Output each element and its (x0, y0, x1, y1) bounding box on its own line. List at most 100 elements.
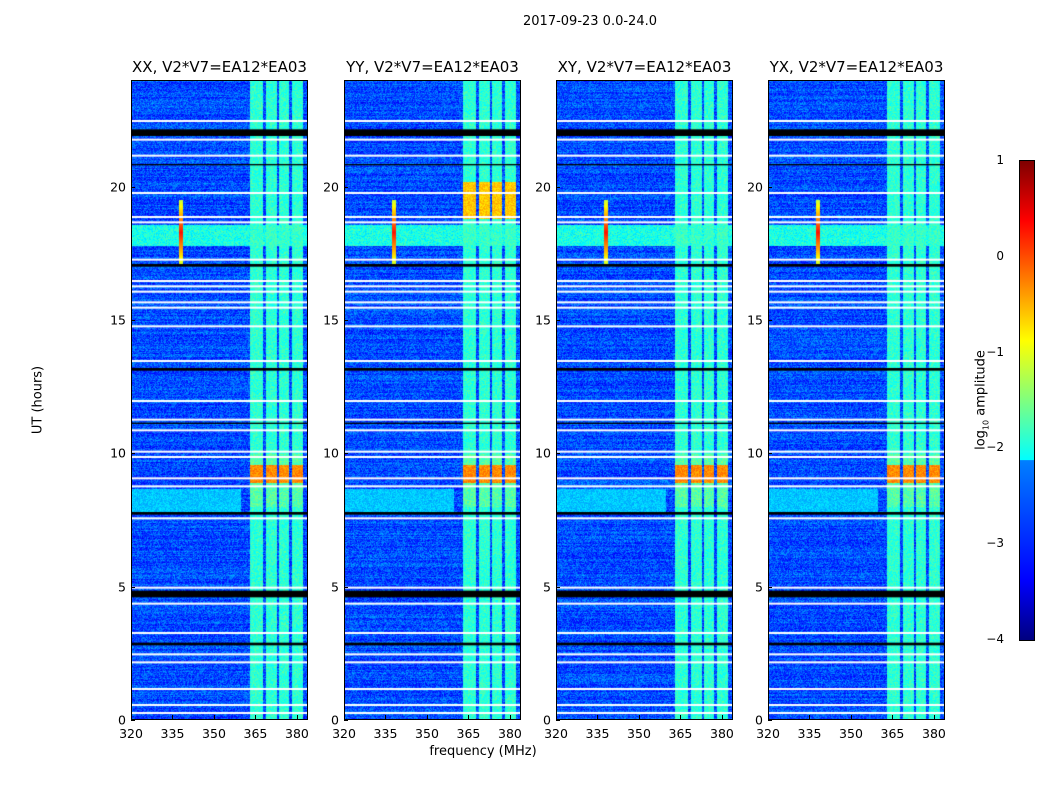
x-tick-mark (892, 715, 894, 719)
y-tick-mark (131, 453, 135, 455)
x-tick-label: 335 (797, 726, 822, 741)
x-tick-mark (468, 715, 470, 719)
y-tick-label: 15 (747, 312, 763, 328)
panel-yy: YY, V2*V7=EA12*EA03 0 5 10 15 20 320 335 350 365 3… (323, 58, 522, 741)
y-tick-mark (556, 720, 560, 721)
x-tick-mark (385, 715, 387, 719)
colorbar (1019, 160, 1035, 641)
x-tick-mark (597, 715, 599, 719)
x-tick-label: 380 (922, 726, 946, 741)
y-tick-label: 5 (118, 579, 126, 595)
panel-xx: XX, V2*V7=EA12*EA03 0 5 10 15 20 320 335 350 365 3… (110, 58, 309, 741)
x-tick-label: 380 (285, 726, 309, 741)
y-tick-label: 15 (110, 312, 126, 328)
y-tick-label: 20 (110, 179, 126, 195)
figure-title: 2017-09-23 0.0-24.0 (523, 14, 657, 29)
y-tick-mark (344, 720, 348, 721)
x-tick-mark (721, 715, 723, 719)
x-tick-label: 335 (585, 726, 610, 741)
y-tick-mark (344, 320, 348, 321)
y-tick-mark (556, 453, 560, 455)
y-tick-label: 15 (323, 312, 339, 328)
panel-title: YY, V2*V7=EA12*EA03 (346, 58, 519, 76)
panel-title: XX, V2*V7=EA12*EA03 (132, 58, 307, 76)
spectrogram-heatmap (556, 80, 733, 720)
colorbar-tick-label: −1 (986, 344, 1004, 359)
y-axis-label: UT (hours) (30, 365, 46, 435)
x-tick-mark (809, 715, 811, 719)
spectrogram-heatmap (344, 80, 521, 720)
x-tick-mark (933, 715, 935, 719)
y-tick-label: 5 (331, 579, 339, 595)
x-tick-mark (638, 715, 640, 719)
plot-frame (131, 80, 308, 720)
y-tick-mark (768, 320, 772, 321)
y-tick-label: 20 (535, 179, 551, 195)
y-tick-mark (131, 186, 135, 188)
y-tick-label: 0 (118, 712, 126, 728)
y-tick-mark (768, 453, 772, 455)
x-tick-mark (509, 715, 511, 719)
y-tick-mark (556, 186, 560, 188)
y-tick-label: 0 (331, 712, 339, 728)
panel-title: XY, V2*V7=EA12*EA03 (557, 58, 732, 76)
y-tick-mark (768, 586, 772, 588)
colorbar-tick-label: −3 (986, 536, 1004, 551)
x-tick-label: 335 (373, 726, 398, 741)
y-tick-label: 20 (747, 179, 763, 195)
y-tick-label: 0 (543, 712, 551, 728)
plot-frame (768, 80, 945, 720)
x-tick-label: 365 (456, 726, 481, 741)
colorbar-tick-label: 0 (996, 248, 1004, 263)
x-tick-label: 365 (668, 726, 693, 741)
y-tick-mark (344, 186, 348, 188)
y-tick-mark (768, 186, 772, 188)
x-tick-label: 350 (839, 726, 863, 741)
x-tick-label: 350 (415, 726, 439, 741)
y-tick-label: 5 (755, 579, 763, 595)
x-tick-label: 350 (202, 726, 226, 741)
x-tick-label: 320 (544, 726, 568, 741)
y-tick-mark (131, 720, 135, 721)
x-tick-mark (768, 715, 769, 719)
colorbar-tick-label: 1 (996, 153, 1004, 167)
colorbar-tick-label: −4 (986, 632, 1004, 646)
x-tick-mark (131, 715, 132, 719)
panel-xy: XY, V2*V7=EA12*EA03 0 5 10 15 20 320 335 350 365 3… (535, 58, 734, 741)
x-tick-mark (213, 715, 215, 719)
y-tick-label: 20 (323, 179, 339, 195)
y-tick-mark (344, 453, 348, 455)
spectrogram-heatmap (131, 80, 308, 720)
x-tick-label: 380 (498, 726, 522, 741)
x-tick-label: 335 (160, 726, 185, 741)
y-tick-label: 5 (543, 579, 551, 595)
y-tick-mark (768, 720, 772, 721)
plot-frame (556, 80, 733, 720)
x-tick-label: 320 (332, 726, 356, 741)
x-tick-mark (255, 715, 257, 719)
y-tick-label: 10 (747, 445, 763, 461)
y-tick-label: 10 (535, 445, 551, 461)
x-tick-mark (296, 715, 298, 719)
x-tick-label: 320 (756, 726, 780, 741)
x-tick-mark (344, 715, 345, 719)
x-tick-label: 365 (880, 726, 905, 741)
x-axis-label: frequency (MHz) (429, 744, 537, 759)
x-tick-mark (850, 715, 852, 719)
y-tick-mark (556, 586, 560, 588)
x-tick-label: 350 (627, 726, 651, 741)
x-tick-mark (680, 715, 682, 719)
x-tick-mark (172, 715, 174, 719)
y-tick-label: 0 (755, 712, 763, 728)
y-tick-label: 10 (110, 445, 126, 461)
y-tick-mark (131, 320, 135, 321)
y-tick-mark (556, 320, 560, 321)
y-tick-label: 15 (535, 312, 551, 328)
y-tick-mark (344, 586, 348, 588)
x-tick-mark (556, 715, 557, 719)
colorbar-tick-label: −2 (986, 440, 1004, 455)
x-tick-label: 320 (119, 726, 143, 741)
y-tick-mark (131, 586, 135, 588)
y-tick-label: 10 (323, 445, 339, 461)
